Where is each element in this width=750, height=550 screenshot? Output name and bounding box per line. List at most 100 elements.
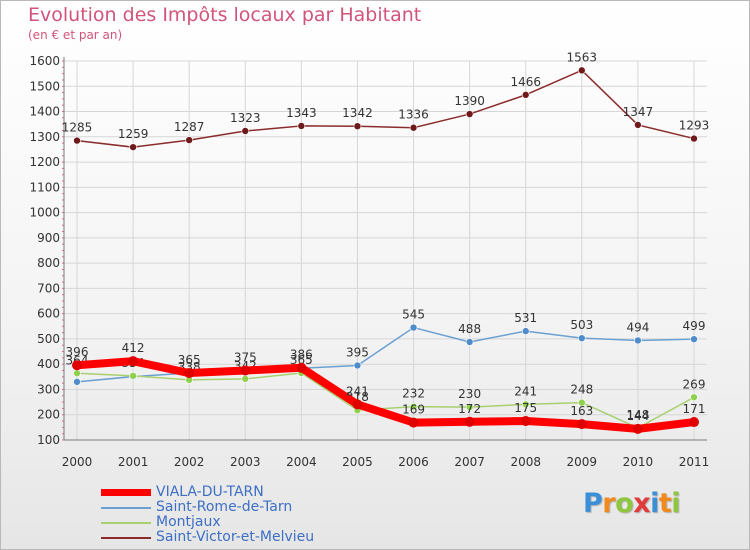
data-label-viala-du-tarn: 169: [402, 403, 425, 417]
data-point-saint-victor-et-melvieu: [129, 143, 137, 151]
data-point-viala-du-tarn: [632, 423, 643, 434]
data-point-viala-du-tarn: [464, 416, 475, 427]
data-point-viala-du-tarn: [408, 417, 419, 428]
data-label-saint-victor-et-melvieu: 1336: [398, 108, 429, 122]
data-label-viala-du-tarn: 171: [683, 402, 706, 416]
data-label-saint-rome-de-tarn: 503: [570, 318, 593, 332]
x-tick-label: 2001: [118, 455, 149, 469]
data-label-saint-victor-et-melvieu: 1343: [286, 106, 317, 120]
data-point-saint-victor-et-melvieu: [185, 136, 193, 144]
data-label-montjaux: 269: [683, 377, 706, 391]
data-point-saint-rome-de-tarn: [353, 361, 362, 370]
series-line-viala-du-tarn: [73, 357, 698, 433]
legend-label: Saint-Rome-de-Tarn: [156, 499, 293, 515]
data-point-saint-victor-et-melvieu: [578, 66, 586, 75]
data-label-saint-victor-et-melvieu: 1390: [454, 94, 485, 108]
data-label-montjaux: 232: [402, 387, 425, 401]
data-label-saint-victor-et-melvieu: 1323: [230, 111, 261, 125]
data-point-viala-du-tarn: [72, 360, 82, 371]
legend-item-saint-rome-de-tarn: Saint-Rome-de-Tarn: [101, 500, 441, 515]
y-tick-label: 600: [37, 307, 60, 321]
series-line-saint-victor-et-melvieu: [76, 69, 695, 148]
data-label-viala-du-tarn: 175: [514, 401, 537, 415]
data-label-montjaux: 230: [458, 387, 481, 401]
data-label-saint-victor-et-melvieu: 1285: [62, 121, 93, 135]
data-label-viala-du-tarn: 412: [122, 341, 145, 355]
y-tick-label: 100: [37, 433, 60, 447]
legend-swatch: [101, 489, 151, 496]
y-tick-label: 900: [37, 231, 60, 245]
data-label-viala-du-tarn: 163: [570, 404, 593, 418]
data-label-montjaux: 241: [514, 384, 537, 398]
data-point-viala-du-tarn: [689, 417, 699, 428]
x-tick-label: 2010: [623, 455, 654, 469]
x-tick-label: 2000: [62, 455, 93, 469]
data-label-saint-rome-de-tarn: 494: [626, 320, 649, 334]
data-point-saint-victor-et-melvieu: [690, 134, 698, 143]
data-label-saint-victor-et-melvieu: 1466: [510, 75, 541, 89]
data-point-saint-victor-et-melvieu: [409, 123, 418, 132]
data-label-saint-victor-et-melvieu: 1342: [342, 106, 373, 120]
data-label-viala-du-tarn: 386: [290, 348, 313, 362]
chart-subtitle: (en € et par an): [28, 28, 123, 42]
x-tick-label: 2002: [174, 455, 205, 469]
data-point-montjaux: [409, 402, 418, 411]
data-label-saint-rome-de-tarn: 531: [514, 311, 537, 325]
data-point-montjaux: [241, 375, 250, 383]
data-label-saint-rome-de-tarn: 499: [683, 319, 706, 333]
y-tick-label: 1100: [29, 180, 60, 194]
data-label-saint-rome-de-tarn: 488: [458, 322, 481, 336]
x-tick-label: 2008: [510, 455, 541, 469]
proxiti-logo: Proxiti: [583, 488, 681, 519]
chart-title: Evolution des Impôts locaux par Habitant: [28, 4, 422, 26]
data-point-saint-rome-de-tarn: [690, 335, 698, 343]
data-point-saint-victor-et-melvieu: [353, 122, 362, 130]
data-point-montjaux: [521, 400, 530, 409]
data-point-viala-du-tarn: [240, 365, 251, 376]
y-tick-label: 1000: [29, 206, 60, 220]
y-tick-label: 1600: [29, 54, 60, 68]
data-point-saint-rome-de-tarn: [73, 378, 81, 386]
data-point-montjaux: [129, 372, 137, 380]
data-point-saint-rome-de-tarn: [465, 338, 474, 346]
x-tick-label: 2004: [286, 455, 317, 469]
x-tick-label: 2003: [230, 455, 261, 469]
data-label-saint-victor-et-melvieu: 1287: [174, 120, 205, 134]
data-point-saint-rome-de-tarn: [578, 334, 586, 342]
data-label-saint-rome-de-tarn: 545: [402, 308, 425, 322]
data-label-saint-victor-et-melvieu: 1293: [679, 119, 710, 133]
x-tick-label: 2009: [567, 455, 598, 469]
data-point-viala-du-tarn: [128, 356, 139, 367]
data-point-saint-victor-et-melvieu: [465, 110, 474, 118]
legend-swatch: [101, 537, 151, 539]
data-point-saint-rome-de-tarn: [409, 323, 418, 332]
legend-swatch: [101, 522, 151, 524]
data-label-viala-du-tarn: 144: [626, 409, 649, 423]
x-tick-label: 2011: [679, 455, 710, 469]
data-point-saint-victor-et-melvieu: [297, 122, 306, 130]
y-tick-label: 800: [37, 256, 60, 270]
series-line-saint-rome-de-tarn: [76, 326, 695, 383]
data-point-saint-victor-et-melvieu: [241, 127, 250, 135]
x-tick-label: 2006: [398, 455, 429, 469]
series-line-montjaux: [76, 372, 695, 429]
data-point-viala-du-tarn: [352, 399, 363, 410]
data-point-montjaux: [73, 369, 81, 378]
legend-swatch: [101, 507, 151, 509]
y-tick-label: 1300: [29, 130, 60, 144]
data-point-montjaux: [690, 393, 698, 402]
legend-label: Saint-Victor-et-Melvieu: [156, 529, 315, 545]
data-label-saint-victor-et-melvieu: 1347: [623, 105, 654, 119]
data-point-saint-rome-de-tarn: [521, 327, 530, 335]
data-point-saint-victor-et-melvieu: [73, 136, 81, 145]
data-label-saint-victor-et-melvieu: 1259: [118, 127, 149, 141]
y-tick-label: 300: [37, 382, 60, 396]
data-label-saint-rome-de-tarn: 395: [346, 345, 369, 359]
data-label-montjaux: 365: [290, 353, 313, 367]
data-label-montjaux: 248: [570, 383, 593, 397]
legend-label: Montjaux: [156, 514, 221, 530]
legend-item-viala-du-tarn: VIALA-DU-TARN: [101, 485, 441, 500]
data-point-montjaux: [465, 403, 474, 411]
